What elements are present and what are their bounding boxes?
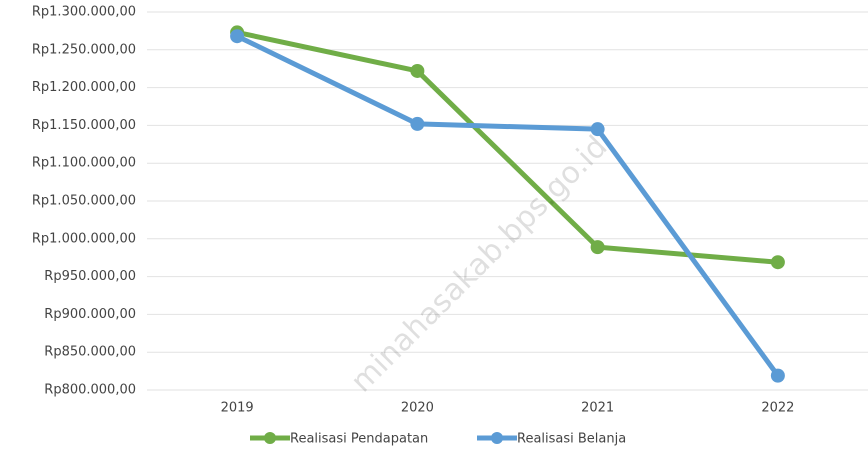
x-tick-label: 2021 — [581, 401, 614, 416]
data-point — [590, 240, 605, 255]
x-tick-label: 2022 — [761, 401, 794, 416]
data-point — [770, 255, 785, 270]
y-tick-label: Rp1.250.000,00 — [32, 42, 136, 57]
y-tick-label: Rp1.300.000,00 — [32, 5, 136, 20]
data-point — [230, 29, 245, 44]
x-tick-label: 2019 — [221, 401, 254, 416]
watermark: minahasakab.bps.go.id — [344, 129, 614, 399]
legend-label: Realisasi Belanja — [517, 432, 626, 447]
y-tick-label: Rp1.050.000,00 — [32, 194, 136, 209]
series-line — [236, 33, 780, 378]
y-tick-label: Rp900.000,00 — [44, 307, 136, 322]
y-tick-label: Rp800.000,00 — [44, 383, 136, 398]
legend-label: Realisasi Pendapatan — [290, 432, 428, 447]
y-tick-label: Rp1.200.000,00 — [32, 80, 136, 95]
plot: Rp800.000,00 Rp850.000,00 Rp900.000,00 Rp95… — [32, 5, 868, 447]
x-tick-label: 2020 — [401, 401, 434, 416]
y-tick-label: Rp1.150.000,00 — [32, 118, 136, 133]
data-point — [770, 368, 785, 383]
y-tick-label: Rp1.100.000,00 — [32, 156, 136, 171]
data-point — [410, 116, 425, 131]
legend-marker — [491, 432, 503, 444]
y-tick-label: Rp1.000.000,00 — [32, 231, 136, 246]
legend-marker — [264, 432, 276, 444]
y-tick-label: Rp850.000,00 — [44, 345, 136, 360]
data-point — [410, 63, 425, 78]
data-point — [590, 122, 605, 137]
y-tick-label: Rp950.000,00 — [44, 269, 136, 284]
